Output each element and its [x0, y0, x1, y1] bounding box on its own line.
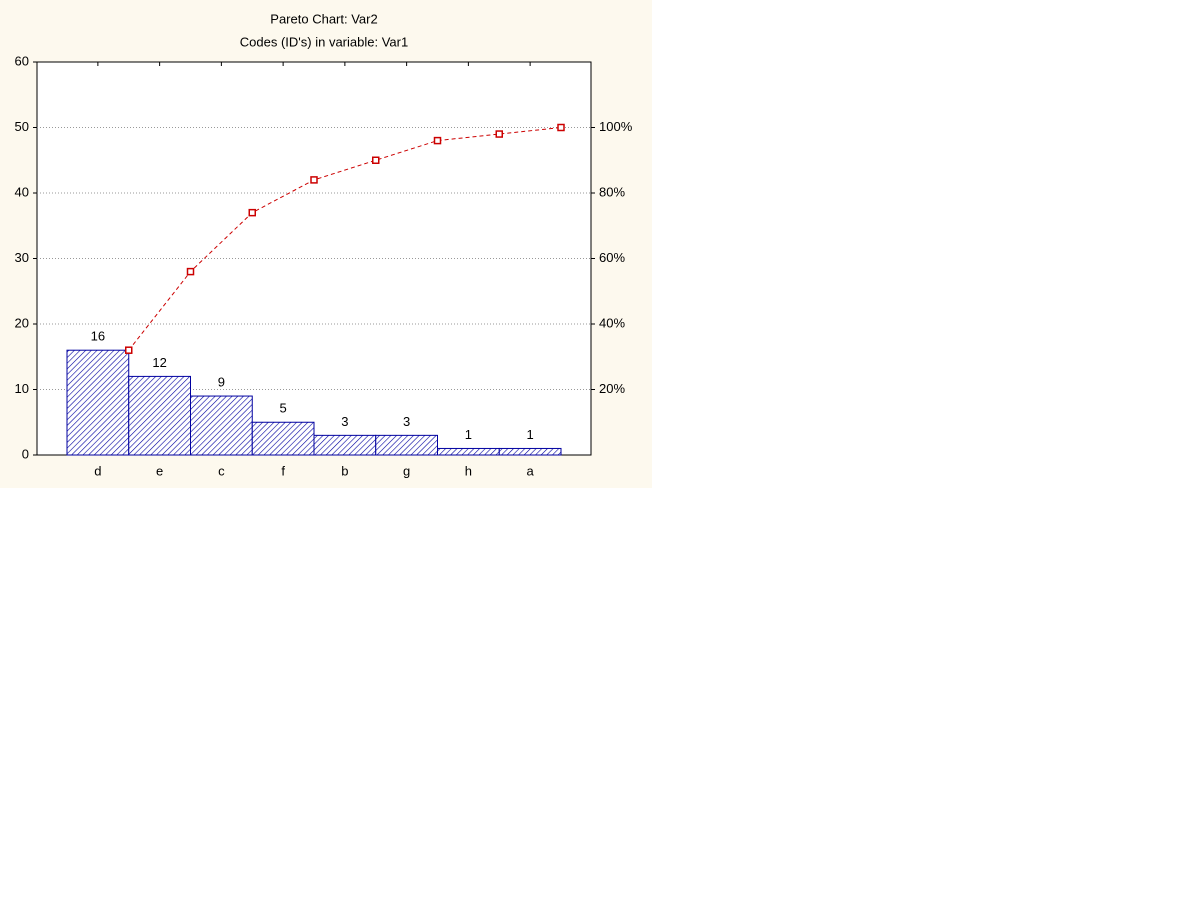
cumulative-point: [310, 176, 318, 184]
cumulative-point: [557, 123, 565, 132]
y-tick-label: 30: [15, 250, 29, 265]
x-tick-label: d: [94, 463, 101, 478]
x-tick-label: g: [403, 463, 410, 478]
x-tick-label: a: [527, 463, 535, 478]
x-tick-label: e: [156, 463, 163, 478]
y2-tick-label: 80%: [599, 184, 625, 199]
cumulative-point: [125, 346, 133, 354]
y2-tick-label: 40%: [599, 315, 625, 330]
bar: [66, 349, 130, 456]
data-label: 5: [280, 401, 287, 416]
y-tick-label: 60: [15, 53, 29, 68]
bar: [375, 434, 438, 456]
y2-tick-label: 60%: [599, 250, 625, 265]
bar: [498, 447, 562, 456]
y-tick-label: 10: [15, 381, 29, 396]
bar: [128, 375, 191, 456]
y-tick-label: 40: [15, 184, 29, 199]
data-label: 3: [403, 414, 410, 429]
bar: [313, 434, 377, 456]
y-tick-label: 20: [15, 315, 29, 330]
cumulative-line: [128, 127, 562, 351]
x-tick-label: c: [218, 463, 225, 478]
y2-tick-label: 20%: [599, 381, 625, 396]
cumulative-point: [248, 208, 256, 217]
data-label: 9: [218, 374, 225, 389]
chart-subtitle: Codes (ID's) in variable: Var1: [240, 34, 408, 49]
cumulative-point: [186, 267, 195, 276]
y2-tick-label: 100%: [599, 119, 633, 134]
data-label: 16: [91, 329, 105, 344]
bar: [190, 395, 253, 456]
data-label: 12: [152, 355, 166, 370]
chart-title: Pareto Chart: Var2: [270, 11, 377, 26]
y-tick-label: 0: [22, 446, 29, 461]
cumulative-point: [495, 130, 503, 138]
data-label: 3: [341, 414, 348, 429]
bar: [437, 447, 500, 456]
x-tick-label: h: [465, 463, 472, 478]
cumulative-point: [372, 156, 380, 164]
data-label: 1: [465, 427, 472, 442]
y-tick-label: 50: [15, 119, 29, 134]
cumulative-point: [433, 136, 442, 145]
bar: [251, 421, 315, 456]
x-tick-label: b: [341, 463, 348, 478]
x-tick-label: f: [281, 463, 285, 478]
data-label: 1: [527, 427, 534, 442]
